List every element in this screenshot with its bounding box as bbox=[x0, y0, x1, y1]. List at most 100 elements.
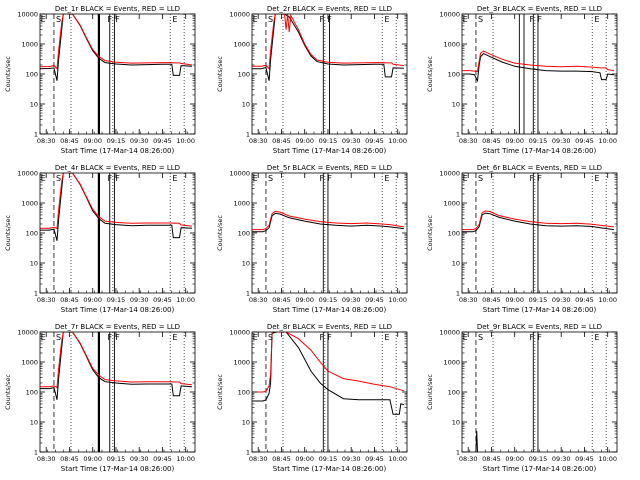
time-marker-label: F bbox=[327, 174, 332, 183]
x-tick-label: 09:15 bbox=[107, 455, 126, 463]
x-tick-label: 09:30 bbox=[130, 455, 149, 463]
lld-series-line bbox=[40, 14, 192, 70]
x-axis-label: Start Time (17-Mar-14 08:26:00) bbox=[483, 147, 597, 155]
y-tick-label: 1 bbox=[34, 290, 38, 298]
time-marker-label: F bbox=[319, 333, 324, 342]
x-tick-label: 09:30 bbox=[342, 137, 361, 145]
x-tick-label: 09:45 bbox=[575, 296, 594, 304]
panel-title: Det_8r BLACK = Events, RED = LLD bbox=[267, 323, 392, 331]
panel-title: Det_2r BLACK = Events, RED = LLD bbox=[267, 5, 392, 13]
lld-series-line bbox=[40, 332, 192, 389]
panel-title: Det_5r BLACK = Events, RED = LLD bbox=[267, 164, 392, 172]
x-tick-label: 09:45 bbox=[365, 455, 384, 463]
plot-frame bbox=[461, 331, 618, 453]
y-tick-label: 1 bbox=[34, 449, 38, 457]
time-marker-label: E bbox=[172, 333, 177, 342]
y-tick-label: 100 bbox=[26, 230, 38, 238]
time-marker-label: S bbox=[478, 15, 483, 24]
y-tick-label: 10000 bbox=[17, 329, 38, 337]
x-tick-label: 09:15 bbox=[529, 455, 548, 463]
y-axis-label: Counts/sec bbox=[426, 374, 434, 410]
time-marker-label: F bbox=[107, 333, 112, 342]
time-marker-label: E bbox=[463, 15, 468, 24]
plot-frame bbox=[39, 331, 196, 453]
chart-panel-3: Det_3r BLACK = Events, RED = LLD 1 10 100 10… bbox=[426, 5, 618, 155]
lld-series-line bbox=[252, 14, 404, 70]
x-tick-label: 09:00 bbox=[83, 455, 102, 463]
plot-frame bbox=[461, 13, 618, 135]
time-marker-label: E bbox=[463, 333, 468, 342]
y-tick-label: 10 bbox=[242, 101, 250, 109]
chart-panel-7: Det_7r BLACK = Events, RED = LLD 1 10 100 10… bbox=[4, 323, 196, 473]
x-tick-label: 08:45 bbox=[482, 455, 501, 463]
time-marker-label: E bbox=[463, 174, 468, 183]
x-tick-label: 09:45 bbox=[365, 137, 384, 145]
y-tick-label: 1 bbox=[246, 449, 250, 457]
plot-frame bbox=[39, 172, 196, 294]
y-axis-label: Counts/sec bbox=[216, 56, 224, 92]
lld-series-line bbox=[252, 210, 404, 231]
x-tick-label: 08:30 bbox=[459, 296, 478, 304]
y-tick-label: 10 bbox=[452, 101, 460, 109]
x-tick-label: 10:00 bbox=[598, 455, 617, 463]
time-marker-label: F bbox=[537, 333, 542, 342]
x-tick-label: 09:45 bbox=[365, 296, 384, 304]
x-axis-label: Start Time (17-Mar-14 08:26:00) bbox=[273, 147, 387, 155]
y-tick-label: 10 bbox=[452, 419, 460, 427]
x-axis-label: Start Time (17-Mar-14 08:26:00) bbox=[273, 306, 387, 314]
time-marker-label: F bbox=[537, 174, 542, 183]
time-marker-label: F bbox=[529, 15, 534, 24]
events-series-line bbox=[40, 173, 192, 241]
time-marker-label: F bbox=[319, 15, 324, 24]
y-tick-label: 10000 bbox=[17, 11, 38, 19]
y-tick-label: 10 bbox=[30, 419, 38, 427]
events-series-line bbox=[252, 212, 404, 233]
x-tick-label: 09:15 bbox=[319, 137, 338, 145]
x-tick-label: 08:45 bbox=[272, 137, 291, 145]
x-axis-label: Start Time (17-Mar-14 08:26:00) bbox=[483, 306, 597, 314]
x-tick-label: 09:00 bbox=[505, 455, 524, 463]
x-tick-label: 08:45 bbox=[60, 455, 79, 463]
time-marker-label: E bbox=[594, 333, 599, 342]
time-marker-label: S bbox=[56, 174, 61, 183]
time-marker-label: E bbox=[253, 15, 258, 24]
y-tick-label: 10000 bbox=[439, 170, 460, 178]
x-tick-label: 08:30 bbox=[37, 455, 56, 463]
y-axis-label: Counts/sec bbox=[426, 56, 434, 92]
y-tick-label: 1000 bbox=[443, 41, 460, 49]
x-tick-label: 08:30 bbox=[249, 137, 268, 145]
x-tick-label: 09:30 bbox=[552, 296, 571, 304]
time-marker-label: S bbox=[478, 333, 483, 342]
x-tick-label: 09:45 bbox=[153, 137, 172, 145]
time-marker-label: F bbox=[115, 174, 120, 183]
x-tick-label: 08:30 bbox=[459, 137, 478, 145]
y-tick-label: 10 bbox=[242, 419, 250, 427]
events-series-line bbox=[475, 430, 478, 452]
chart-panel-6: Det_6r BLACK = Events, RED = LLD 1 10 100 10… bbox=[426, 164, 618, 314]
x-tick-label: 08:30 bbox=[459, 455, 478, 463]
x-tick-label: 09:30 bbox=[130, 137, 149, 145]
y-tick-label: 10000 bbox=[229, 11, 250, 19]
chart-panel-4: Det_4r BLACK = Events, RED = LLD 1 10 100 10… bbox=[4, 164, 196, 314]
x-tick-label: 08:30 bbox=[37, 296, 56, 304]
x-tick-label: 09:30 bbox=[342, 296, 361, 304]
panel-title: Det_3r BLACK = Events, RED = LLD bbox=[477, 5, 602, 13]
y-tick-label: 1 bbox=[246, 290, 250, 298]
y-axis-label: Counts/sec bbox=[426, 215, 434, 251]
x-tick-label: 09:45 bbox=[153, 455, 172, 463]
y-tick-label: 10000 bbox=[439, 11, 460, 19]
time-marker-label: F bbox=[115, 333, 120, 342]
plot-frame bbox=[251, 172, 408, 294]
panel-title: Det_6r BLACK = Events, RED = LLD bbox=[477, 164, 602, 172]
time-marker-label: E bbox=[384, 333, 389, 342]
x-tick-label: 10:00 bbox=[176, 455, 195, 463]
x-tick-label: 08:45 bbox=[482, 296, 501, 304]
y-tick-label: 10000 bbox=[229, 170, 250, 178]
x-tick-label: 09:45 bbox=[153, 296, 172, 304]
time-marker-label: S bbox=[478, 174, 483, 183]
events-series-line bbox=[462, 52, 614, 83]
x-tick-label: 09:45 bbox=[575, 137, 594, 145]
y-tick-label: 1000 bbox=[233, 359, 250, 367]
time-marker-label: S bbox=[268, 174, 273, 183]
x-tick-label: 10:00 bbox=[598, 137, 617, 145]
